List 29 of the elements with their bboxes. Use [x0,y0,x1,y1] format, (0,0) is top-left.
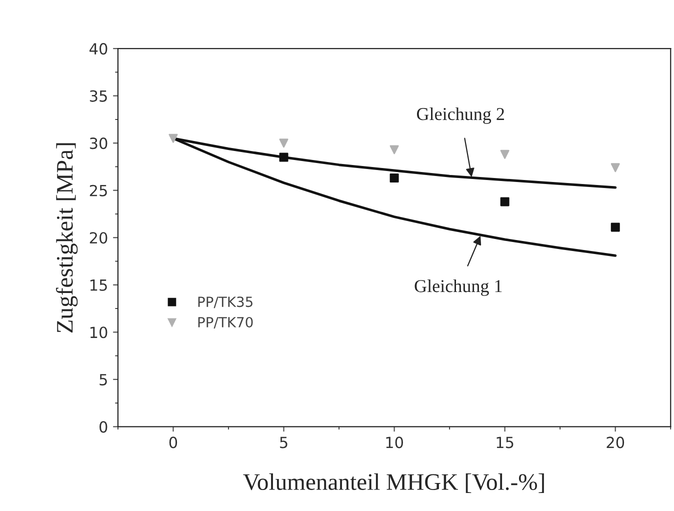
point [279,138,288,148]
x-tick-label: 20 [606,436,624,448]
point [279,152,288,162]
point [500,197,510,206]
legend-label: PP/TK35 [198,296,252,308]
point [610,163,620,172]
y-tick-label: 30 [90,138,108,150]
x-tick-label: 5 [280,436,288,448]
y-tick-label: 0 [100,421,108,433]
y-tick-label: 25 [90,184,107,196]
y-tick-label: 15 [90,280,107,291]
annotation: Gleichung 1 [414,280,502,296]
y-axis-title: Zugfestigkeit [MPa] [56,143,78,333]
x-tick-label: 10 [386,436,403,448]
point [390,145,399,154]
legend-label: PP/TK70 [198,316,253,329]
point [390,174,399,183]
y-tick-label: 20 [90,232,108,244]
y-tick-label: 10 [90,326,108,338]
x-axis-title: Volumenanteil MHGK [Vol.-%] [243,473,544,493]
point [500,150,510,159]
point [610,222,620,232]
x-tick-label: 0 [169,436,178,448]
y-tick-label: 5 [100,374,107,386]
y-tick-label: 40 [90,43,108,55]
y-tick-label: 35 [90,90,107,102]
annotation: Gleichung 2 [416,107,504,124]
x-tick-label: 15 [496,436,514,448]
point [168,134,178,143]
